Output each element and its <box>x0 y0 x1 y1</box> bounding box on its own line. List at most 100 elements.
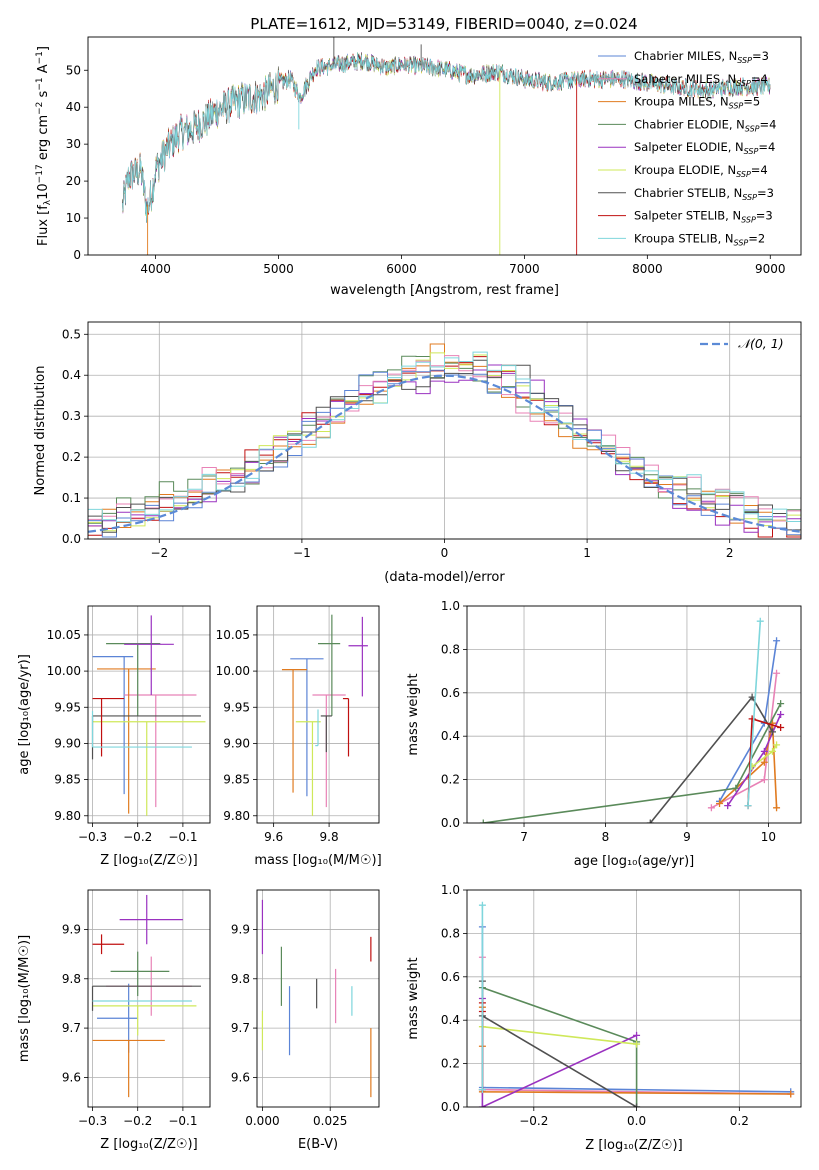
weight-line-kroupa-elodie <box>482 1025 637 1045</box>
y-tick-label: 0.4 <box>62 368 81 382</box>
figure-title: PLATE=1612, MJD=53149, FIBERID=0040, z=0… <box>250 15 637 33</box>
weight-marker-salpeter-elodie <box>633 1031 641 1039</box>
y-tick-label: 0.4 <box>441 729 460 743</box>
x-axis-label: mass [log₁₀(M/M☉)] <box>254 853 381 868</box>
x-tick-label: 0.000 <box>245 1114 279 1128</box>
weight-marker-salpeter-miles <box>773 669 781 677</box>
y-tick-label: 9.9 <box>231 922 250 936</box>
legend-label-chabrier-elodie: Chabrier ELODIE, NSSP=4 <box>634 117 776 133</box>
weight-line-chabrier-elodie <box>483 703 782 823</box>
y-tick-label: 9.6 <box>62 1070 81 1084</box>
weight-marker-salpeter-miles <box>707 804 715 812</box>
weight-line-salpeter-miles <box>711 673 778 809</box>
axes-frame <box>256 889 380 1108</box>
x-axis-label: age [log₁₀(age/yr)] <box>574 854 695 869</box>
gaussian-curve <box>88 374 801 533</box>
y-tick-label: 9.8 <box>62 972 81 986</box>
y-tick-label: 0.5 <box>62 327 81 341</box>
histogram-chabrier-miles <box>88 369 801 538</box>
y-tick-label: 9.80 <box>223 809 250 823</box>
axes-frame <box>87 321 802 540</box>
weight-marker-salpeter-miles <box>760 776 768 784</box>
axes-frame <box>87 605 211 824</box>
weight-line-kroupa-stelib <box>747 621 762 806</box>
y-tick-label: 40 <box>66 100 81 114</box>
y-tick-label: 0.4 <box>441 1013 460 1027</box>
x-axis-label: Z [log₁₀(Z/Z☉)] <box>585 1138 682 1153</box>
x-tick-label: 9.8 <box>320 830 339 844</box>
x-tick-label: 10 <box>761 830 776 844</box>
weight-marker-salpeter-elodie <box>777 711 785 718</box>
y-tick-label: 10.05 <box>47 628 81 642</box>
y-tick-label: 30 <box>66 137 81 151</box>
x-tick-label: 1 <box>583 546 591 560</box>
x-tick-label: 9 <box>683 830 691 844</box>
weight-marker-salpeter-stelib <box>777 724 785 732</box>
axes-frame <box>87 36 802 256</box>
panel-mass-weight-vs-age: 7 8 9 10 0.0 0.2 0.4 0.6 0.8 1.0 age [log₁₀(age/yr… <box>406 599 802 869</box>
y-tick-label: 0.8 <box>441 926 460 940</box>
x-tick-label: 7000 <box>509 262 540 276</box>
y-axis-label: Flux [fλ10−17 erg cm−2 s−1 A−1] <box>35 46 53 246</box>
weight-marker-kroupa-stelib <box>478 901 486 909</box>
x-tick-label: −0.1 <box>168 830 197 844</box>
y-tick-label: 0.2 <box>62 450 81 464</box>
x-tick-label: 9.6 <box>264 830 283 844</box>
x-tick-label: −0.3 <box>78 1114 107 1128</box>
x-tick-label: 7 <box>520 830 528 844</box>
x-tick-label: 0.2 <box>730 1114 749 1128</box>
y-tick-label: 0.8 <box>441 642 460 656</box>
weight-marker-kroupa-elodie <box>768 747 776 755</box>
y-tick-label: 0.0 <box>441 1100 460 1114</box>
legend-label-salpeter-miles: Salpeter MILES, NSSP=4 <box>634 72 768 88</box>
weight-marker-chabrier-stelib <box>768 728 776 736</box>
weight-marker-kroupa-stelib <box>756 617 764 625</box>
weight-marker-kroupa-miles <box>787 1090 795 1098</box>
y-tick-label: 1.0 <box>441 883 460 897</box>
x-tick-label: 8 <box>602 830 610 844</box>
panel-residuals: −2 −1 0 1 2 0.0 0.1 0.2 0.3 0.4 0.5 (data-model)/er… <box>33 321 802 585</box>
panel-mass-vs-age: 9.6 9.8 9.80 9.85 9.90 9.95 10.00 10.05 mass [lo… <box>216 605 382 868</box>
x-tick-label: 2 <box>726 546 734 560</box>
x-axis-label: wavelength [Angstrom, rest frame] <box>330 283 559 298</box>
y-tick-label: 10.00 <box>216 664 250 678</box>
weight-marker-kroupa-elodie <box>633 1040 641 1048</box>
y-axis-label: age [log₁₀(age/yr)] <box>17 654 32 775</box>
panel-z-vs-mass: −0.3 −0.2 −0.1 9.6 9.7 9.8 9.9 Z [log₁₀(Z/Z☉)] m… <box>17 889 211 1152</box>
y-tick-label: 9.90 <box>223 736 250 750</box>
weight-marker-chabrier-elodie <box>732 784 740 792</box>
x-axis-label: Z [log₁₀(Z/Z☉)] <box>100 853 197 868</box>
panel-spectrum: 4000 5000 6000 7000 8000 9000 0 10 20 30 40 50 wavel… <box>35 36 802 298</box>
y-tick-label: 9.6 <box>231 1070 250 1084</box>
y-tick-label: 0 <box>73 248 81 262</box>
y-tick-label: 9.95 <box>54 700 81 714</box>
y-tick-label: 9.8 <box>231 972 250 986</box>
x-tick-label: 0 <box>441 546 449 560</box>
weight-marker-chabrier-miles <box>773 637 781 645</box>
y-tick-label: 9.9 <box>62 922 81 936</box>
y-axis-label: mass weight <box>406 957 421 1039</box>
y-axis-label: Normed distribution <box>33 366 48 496</box>
x-tick-label: 0.0 <box>627 1114 646 1128</box>
panel-mass-weight-vs-z: −0.2 0.0 0.2 0.0 0.2 0.4 0.6 0.8 1.0 Z [log₁₀(Z/Z… <box>406 883 802 1153</box>
weight-marker-kroupa-miles <box>773 804 781 812</box>
legend-label-kroupa-stelib: Kroupa STELIB, NSSP=2 <box>634 231 765 247</box>
x-tick-label: 5000 <box>263 262 294 276</box>
y-axis-label: mass [log₁₀(M/M☉)] <box>17 935 32 1062</box>
y-tick-label: 9.7 <box>231 1021 250 1035</box>
y-tick-label: 0.0 <box>441 816 460 830</box>
y-tick-label: 0.2 <box>441 1057 460 1071</box>
weight-marker-chabrier-stelib <box>646 819 654 823</box>
legend-label-chabrier-stelib: Chabrier STELIB, NSSP=3 <box>634 186 774 202</box>
x-tick-label: 9000 <box>755 262 786 276</box>
weight-marker-chabrier-elodie <box>479 819 487 823</box>
y-tick-label: 0.6 <box>441 686 460 700</box>
axes-frame <box>466 889 802 1108</box>
histogram-kroupa-stelib <box>88 351 801 524</box>
y-tick-label: 9.7 <box>62 1021 81 1035</box>
legend-label-salpeter-stelib: Salpeter STELIB, NSSP=3 <box>634 209 773 225</box>
spectrum-line-kroupa-stelib <box>122 52 771 223</box>
weight-marker-kroupa-miles <box>760 758 768 766</box>
weight-marker-salpeter-elodie <box>478 1103 486 1107</box>
x-tick-label: 4000 <box>140 262 171 276</box>
